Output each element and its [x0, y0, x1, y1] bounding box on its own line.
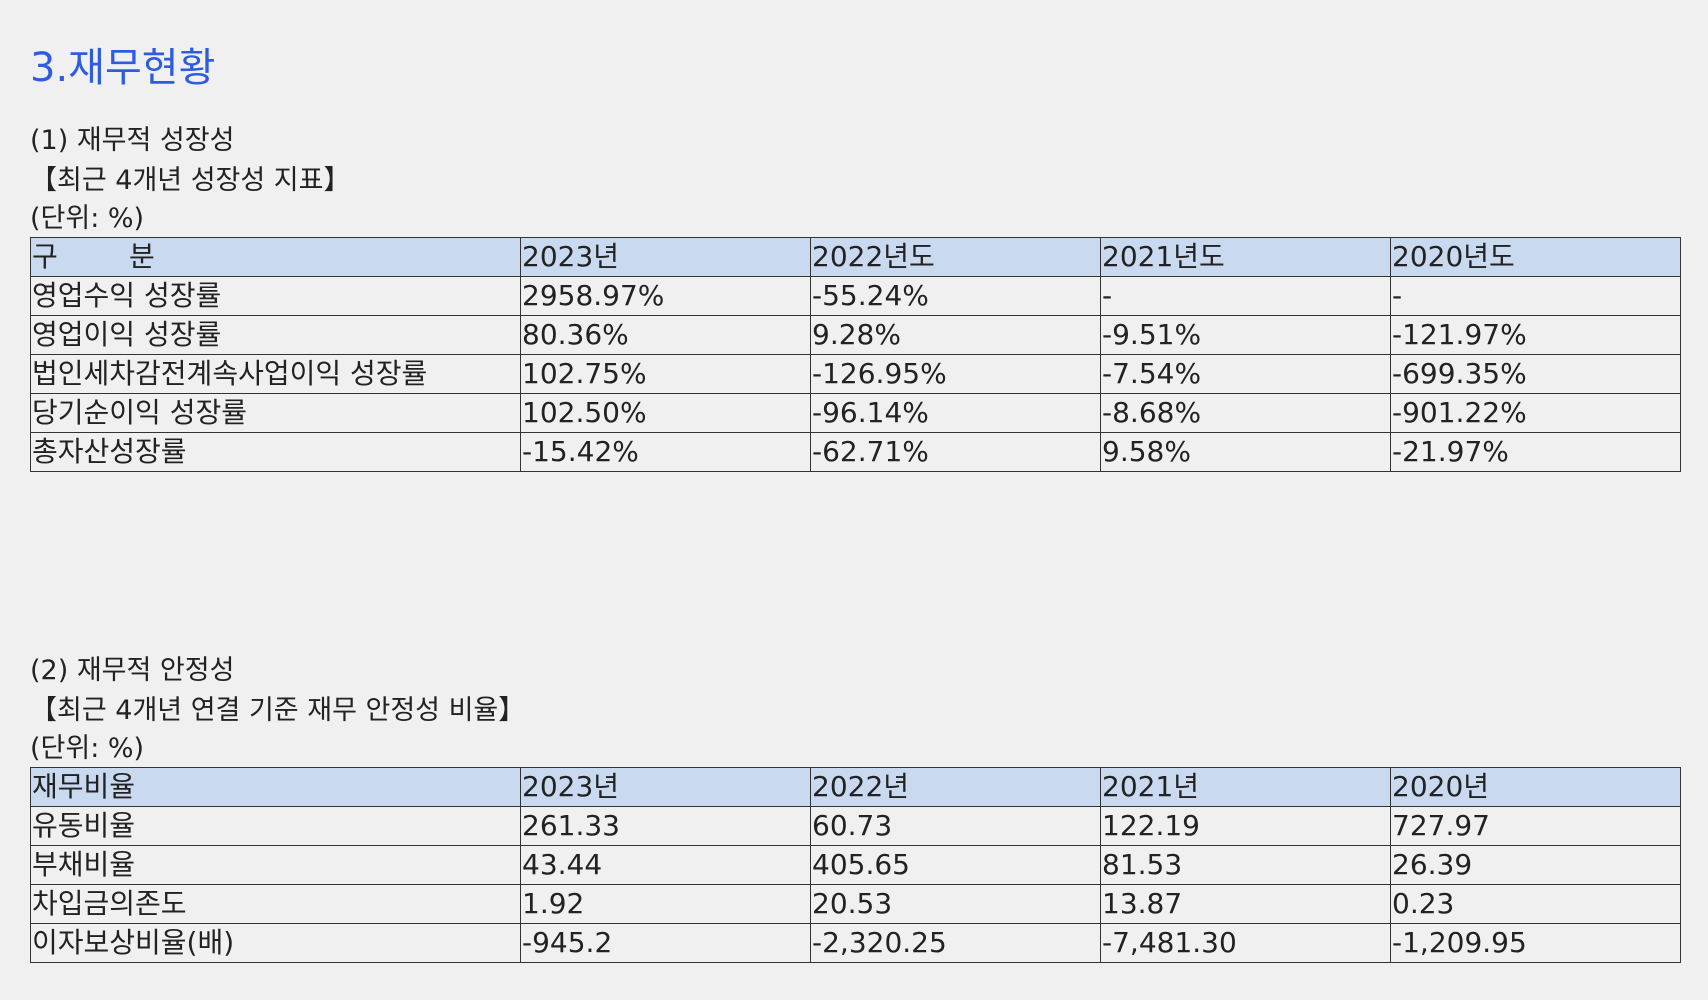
row-label: 법인세차감전계속사업이익 성장률 [30, 354, 521, 394]
table-cell: 26.39 [1390, 845, 1681, 885]
stability-section: (2) 재무적 안정성 【최근 4개년 연결 기준 재무 안정성 비율】 (단위… [30, 651, 1681, 963]
table-cell: 102.75% [520, 354, 811, 394]
growth-heading: (1) 재무적 성장성 [30, 125, 235, 156]
growth-table-header-row: 구 분 2023년 2022년도 2021년도 2020년도 [30, 237, 1681, 277]
table-cell: 1.92 [520, 884, 811, 924]
table-cell: 80.36% [520, 315, 811, 355]
table-cell: 60.73 [810, 806, 1101, 846]
table-cell: 20.53 [810, 884, 1101, 924]
table-cell: 102.50% [520, 393, 811, 433]
column-header-2023: 2023년 [520, 237, 811, 277]
section-title: 3.재무현황 [30, 45, 216, 91]
table-cell: 727.97 [1390, 806, 1681, 846]
table-cell: -699.35% [1390, 354, 1681, 394]
stability-table-header-row: 재무비율 2023년 2022년 2021년 2020년 [30, 767, 1681, 807]
table-cell: -21.97% [1390, 432, 1681, 472]
table-cell: -1,209.95 [1390, 923, 1681, 963]
table-cell: - [1100, 276, 1391, 316]
table-cell: -901.22% [1390, 393, 1681, 433]
table-cell: 9.28% [810, 315, 1101, 355]
column-header-2023: 2023년 [520, 767, 811, 807]
table-cell: -8.68% [1100, 393, 1391, 433]
table-cell: -15.42% [520, 432, 811, 472]
stability-unit: (단위: %) [30, 733, 145, 764]
growth-table: 구 분 2023년 2022년도 2021년도 2020년도 영업수익 성장률 … [30, 237, 1681, 472]
row-label: 영업이익 성장률 [30, 315, 521, 355]
column-header-category: 구 분 [30, 237, 521, 277]
column-header-2021: 2021년도 [1100, 237, 1391, 277]
table-row: 당기순이익 성장률 102.50% -96.14% -8.68% -901.22… [30, 393, 1681, 433]
growth-subtitle: 【최근 4개년 성장성 지표】 [30, 165, 351, 196]
row-label: 유동비율 [30, 806, 521, 846]
table-cell: - [1390, 276, 1681, 316]
row-label: 총자산성장률 [30, 432, 521, 472]
stability-heading: (2) 재무적 안정성 [30, 655, 235, 686]
table-row: 유동비율 261.33 60.73 122.19 727.97 [30, 806, 1681, 846]
table-cell: -96.14% [810, 393, 1101, 433]
table-row: 법인세차감전계속사업이익 성장률 102.75% -126.95% -7.54%… [30, 354, 1681, 394]
table-cell: 13.87 [1100, 884, 1391, 924]
column-header-2021: 2021년 [1100, 767, 1391, 807]
growth-section: (1) 재무적 성장성 【최근 4개년 성장성 지표】 (단위: %) 구 분 … [30, 121, 1681, 472]
table-row: 영업이익 성장률 80.36% 9.28% -9.51% -121.97% [30, 315, 1681, 355]
table-cell: 9.58% [1100, 432, 1391, 472]
column-header-2022: 2022년 [810, 767, 1101, 807]
table-cell: -9.51% [1100, 315, 1391, 355]
table-cell: 0.23 [1390, 884, 1681, 924]
table-cell: 43.44 [520, 845, 811, 885]
table-cell: -62.71% [810, 432, 1101, 472]
table-row: 차입금의존도 1.92 20.53 13.87 0.23 [30, 884, 1681, 924]
table-row: 부채비율 43.44 405.65 81.53 26.39 [30, 845, 1681, 885]
table-cell: -55.24% [810, 276, 1101, 316]
table-cell: -945.2 [520, 923, 811, 963]
row-label: 차입금의존도 [30, 884, 521, 924]
table-cell: 81.53 [1100, 845, 1391, 885]
table-cell: -121.97% [1390, 315, 1681, 355]
table-cell: -2,320.25 [810, 923, 1101, 963]
column-header-ratio: 재무비율 [30, 767, 521, 807]
table-cell: -7,481.30 [1100, 923, 1391, 963]
row-label: 영업수익 성장률 [30, 276, 521, 316]
stability-table: 재무비율 2023년 2022년 2021년 2020년 유동비율 261.33… [30, 767, 1681, 963]
row-label: 이자보상비율(배) [30, 923, 521, 963]
column-header-2020: 2020년도 [1390, 237, 1681, 277]
table-cell: 122.19 [1100, 806, 1391, 846]
table-row: 총자산성장률 -15.42% -62.71% 9.58% -21.97% [30, 432, 1681, 472]
table-cell: 261.33 [520, 806, 811, 846]
column-header-2022: 2022년도 [810, 237, 1101, 277]
row-label: 당기순이익 성장률 [30, 393, 521, 433]
row-label: 부채비율 [30, 845, 521, 885]
growth-unit: (단위: %) [30, 203, 145, 234]
column-header-2020: 2020년 [1390, 767, 1681, 807]
table-cell: -126.95% [810, 354, 1101, 394]
table-cell: -7.54% [1100, 354, 1391, 394]
table-cell: 2958.97% [520, 276, 811, 316]
table-cell: 405.65 [810, 845, 1101, 885]
table-row: 영업수익 성장률 2958.97% -55.24% - - [30, 276, 1681, 316]
stability-subtitle: 【최근 4개년 연결 기준 재무 안정성 비율】 [30, 695, 526, 726]
table-row: 이자보상비율(배) -945.2 -2,320.25 -7,481.30 -1,… [30, 923, 1681, 963]
